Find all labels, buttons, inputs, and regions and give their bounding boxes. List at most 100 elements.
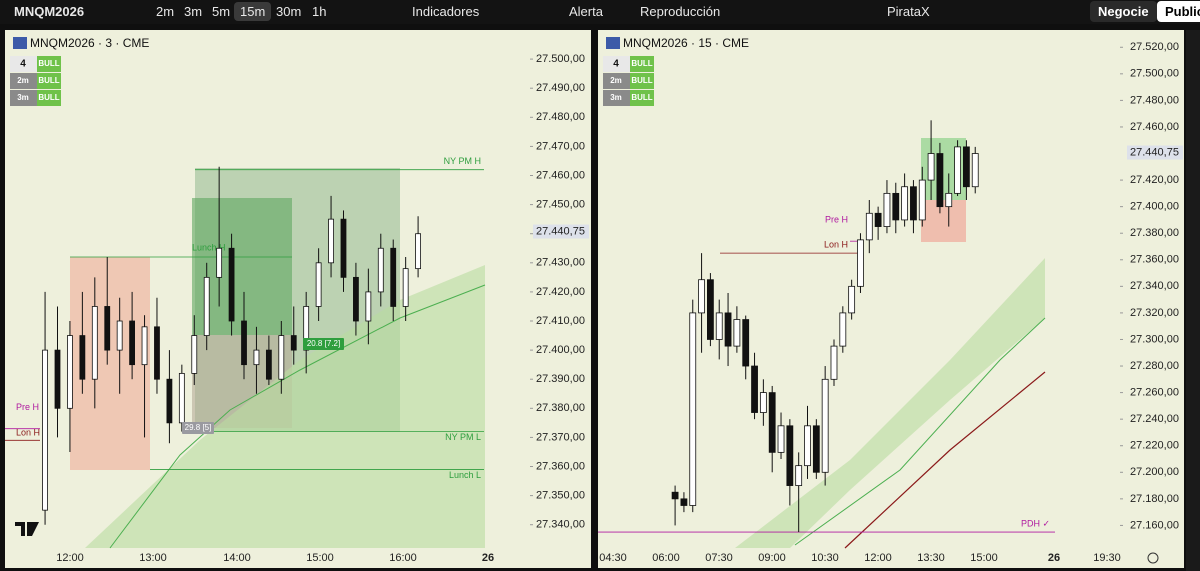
layout-name[interactable]: PirataX [887, 4, 930, 19]
trend-cell [603, 56, 630, 72]
settings-icon[interactable] [1147, 552, 1159, 564]
candle-body [698, 279, 705, 314]
y-tick-label: 27.400,00 [1130, 201, 1179, 213]
logo [15, 522, 39, 536]
candle-body [141, 326, 148, 366]
trade-button[interactable]: Negocie [1090, 1, 1157, 22]
candle-body [680, 498, 688, 506]
y-tick-label: 27.390,00 [536, 373, 585, 385]
y-tick-label: 27.460,00 [536, 169, 585, 181]
candle-body [759, 392, 767, 413]
trend-cell [10, 56, 37, 72]
candle-body [402, 268, 409, 307]
candle-body [689, 312, 697, 506]
y-tick-label: 27.300,00 [1130, 333, 1179, 345]
trend-status: BULL [631, 59, 652, 68]
y-tick-label: 27.280,00 [1130, 360, 1179, 372]
price-label [1127, 145, 1183, 160]
y-tick-label: 27.180,00 [1130, 493, 1179, 505]
y-tick-label: 27.160,00 [1130, 519, 1179, 531]
price-label [533, 224, 589, 239]
trend-status: BULL [38, 76, 59, 85]
candle-body [265, 349, 272, 380]
candle-body [733, 319, 741, 347]
x-tick-label: 26 [1048, 552, 1060, 564]
trend-cell [37, 56, 61, 72]
zone-red [921, 200, 966, 242]
badge [303, 338, 344, 350]
symbol[interactable]: MNQM2026 [14, 4, 85, 19]
candle-body [42, 349, 48, 511]
candle-body [303, 306, 310, 351]
candle-body [671, 491, 679, 500]
y-tick-label: 27.340,00 [536, 519, 585, 531]
candle-body [901, 186, 909, 221]
candle-body [724, 312, 732, 347]
interval-button[interactable]: 1h [312, 4, 327, 19]
candle-body [892, 192, 900, 221]
price-label-text: 27.440,75 [1130, 146, 1179, 158]
trend-cell [630, 90, 654, 106]
ma-band [85, 265, 485, 548]
candle-body [777, 425, 785, 453]
candle-body [910, 186, 917, 221]
badge-label: 29.8 [5] [185, 423, 212, 432]
interval-button[interactable]: 2m [156, 4, 175, 19]
candle-body [91, 306, 98, 380]
candle-body [178, 372, 185, 424]
candle-body [79, 335, 86, 380]
candle-body [241, 320, 247, 366]
candle-body [918, 179, 926, 221]
y-tick-label: 27.360,00 [536, 460, 585, 472]
candle-body [742, 319, 750, 367]
candle-body [848, 285, 856, 314]
publish-button[interactable]: Publicar [1157, 1, 1200, 22]
candle-body [751, 365, 758, 413]
interval-button[interactable]: 15m [234, 2, 272, 21]
side-strip [1186, 30, 1200, 571]
interval-button[interactable]: 30m [276, 4, 302, 19]
y-tick-label: 27.500,00 [1130, 68, 1179, 80]
level-label: Lunch L [449, 470, 481, 480]
alert[interactable]: Alerta [569, 4, 603, 19]
candle-body [865, 212, 873, 241]
y-tick-label: 27.260,00 [1130, 387, 1179, 399]
y-tick-label: 27.240,00 [1130, 413, 1179, 425]
x-tick-label: 07:30 [705, 552, 733, 564]
y-tick-label: 27.460,00 [1130, 121, 1179, 133]
interval-button[interactable]: 3m [184, 4, 203, 19]
candle-body [707, 279, 714, 340]
y-tick-label: 27.430,00 [536, 257, 585, 269]
y-tick-label: 27.420,00 [1130, 174, 1179, 186]
x-tick-label: 04:30 [599, 552, 627, 564]
level-label: Lon H [16, 428, 40, 438]
candle-body [804, 425, 811, 467]
trend-label: 2m [610, 76, 622, 85]
y-tick-label: 27.410,00 [536, 315, 585, 327]
trend-status: BULL [631, 76, 652, 85]
trend-status: BULL [38, 59, 59, 68]
flag [606, 37, 620, 49]
trend-cell [603, 73, 630, 89]
candle-body [874, 212, 882, 227]
y-tick-label: 27.400,00 [536, 344, 585, 356]
trend-label: 4 [20, 59, 26, 70]
x-tick-label: 12:00 [864, 552, 892, 564]
indicators[interactable]: Indicadores [412, 4, 480, 19]
y-tick-label: 27.340,00 [1130, 280, 1179, 292]
level-label: Lunch H [192, 242, 226, 252]
y-tick-label: 27.500,00 [536, 53, 585, 65]
candle-body [945, 192, 953, 208]
trend-label: 3m [17, 93, 29, 102]
x-tick-label: 09:00 [758, 552, 786, 564]
candle-body [936, 153, 944, 208]
ma-line [109, 284, 486, 549]
x-tick-label: 19:30 [1093, 552, 1121, 564]
replay[interactable]: Reproducción [640, 4, 721, 19]
trend-status: BULL [38, 93, 59, 102]
candle-body [715, 312, 723, 340]
interval-button[interactable]: 5m [212, 4, 231, 19]
ma-line [794, 317, 1046, 546]
